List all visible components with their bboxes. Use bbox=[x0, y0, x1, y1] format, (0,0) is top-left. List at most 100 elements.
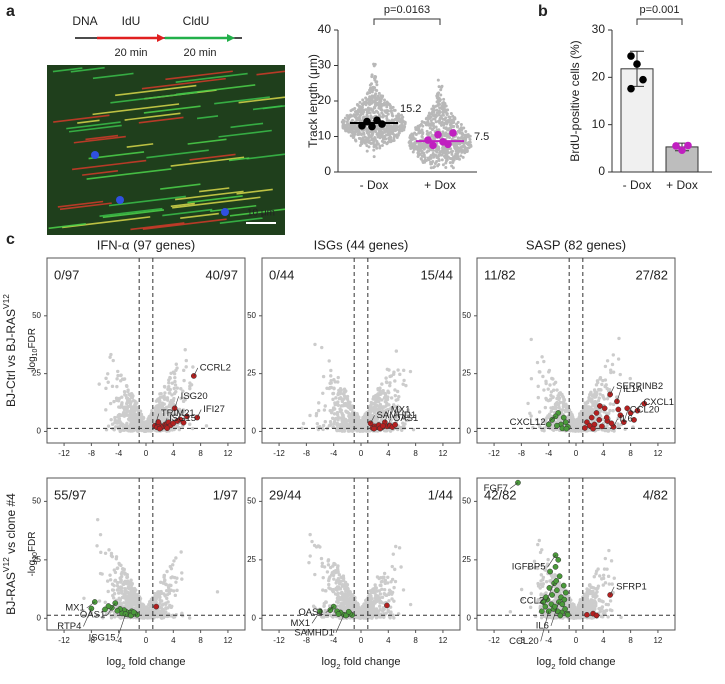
background-gene-dot bbox=[629, 377, 632, 380]
track-dot bbox=[466, 133, 469, 136]
background-gene-dot bbox=[547, 399, 550, 402]
track-dot bbox=[451, 160, 454, 163]
background-gene-dot bbox=[552, 389, 555, 392]
track-dot bbox=[469, 138, 472, 141]
x-tick-label: -4 bbox=[545, 449, 553, 458]
background-gene-dot bbox=[593, 395, 596, 398]
background-gene-dot bbox=[205, 424, 208, 427]
replicate-dot bbox=[449, 129, 457, 137]
background-gene-dot bbox=[324, 420, 327, 423]
background-gene-dot bbox=[538, 410, 541, 413]
background-gene-dot bbox=[107, 590, 110, 593]
track-dot bbox=[424, 156, 427, 159]
track-dot bbox=[426, 149, 429, 152]
background-gene-dot bbox=[180, 571, 183, 574]
gene-label: CXCL12 bbox=[510, 417, 546, 428]
track-dot bbox=[460, 123, 463, 126]
background-gene-dot bbox=[106, 372, 109, 375]
track-dot bbox=[388, 139, 391, 142]
track-dot bbox=[445, 123, 448, 126]
track-dot bbox=[466, 147, 469, 150]
gene-dot bbox=[561, 415, 566, 420]
x-tick-label: 0 bbox=[359, 449, 364, 458]
background-gene-dot bbox=[385, 381, 388, 384]
track-dot bbox=[421, 154, 424, 157]
track-dot bbox=[458, 147, 461, 150]
background-gene-dot bbox=[583, 411, 586, 414]
background-gene-dot bbox=[379, 405, 382, 408]
background-gene-dot bbox=[541, 375, 544, 378]
track-dot bbox=[438, 85, 441, 88]
background-gene-dot bbox=[107, 548, 110, 551]
track-dot bbox=[423, 121, 426, 124]
track-dot bbox=[358, 137, 361, 140]
track-dot bbox=[440, 149, 443, 152]
background-gene-dot bbox=[598, 396, 601, 399]
background-gene-dot bbox=[609, 402, 612, 405]
x-tick-label: 12 bbox=[438, 449, 447, 458]
background-gene-dot bbox=[148, 415, 151, 418]
background-gene-dot bbox=[182, 379, 185, 382]
count-label: 0/97 bbox=[54, 267, 79, 282]
background-gene-dot bbox=[133, 400, 136, 403]
background-gene-dot bbox=[111, 385, 114, 388]
background-gene-dot bbox=[335, 423, 338, 426]
background-gene-dot bbox=[168, 403, 171, 406]
y-tick-label: 50 bbox=[462, 311, 471, 320]
replicate-dot bbox=[368, 123, 376, 131]
track-dot bbox=[367, 111, 370, 114]
track-dot bbox=[385, 115, 388, 118]
track-dot bbox=[372, 87, 375, 90]
background-gene-dot bbox=[544, 406, 547, 409]
background-gene-dot bbox=[329, 379, 332, 382]
background-gene-dot bbox=[113, 568, 116, 571]
background-gene-dot bbox=[155, 408, 158, 411]
track-dot bbox=[402, 128, 405, 131]
track-dot bbox=[442, 98, 445, 101]
track-dot bbox=[365, 108, 368, 111]
background-gene-dot bbox=[144, 422, 147, 425]
track-dot bbox=[451, 115, 454, 118]
arrow-head bbox=[227, 34, 235, 42]
track-dot bbox=[432, 154, 435, 157]
x-tick-label: 0 bbox=[574, 449, 579, 458]
background-gene-dot bbox=[328, 387, 331, 390]
background-gene-dot bbox=[388, 375, 391, 378]
replicate-dot bbox=[378, 120, 386, 128]
row-label: BJ-Ctrl vs BJ-RASV12 bbox=[1, 294, 18, 407]
gene-dot bbox=[371, 426, 376, 431]
gene-label: ISG20 bbox=[181, 391, 208, 402]
panel-label: b bbox=[538, 3, 548, 20]
x-tick-label: -4 bbox=[330, 449, 338, 458]
track-dot bbox=[432, 106, 435, 109]
x-tick-label: - Dox bbox=[360, 178, 389, 192]
track-dot bbox=[381, 135, 384, 138]
background-gene-dot bbox=[318, 425, 321, 428]
background-gene-dot bbox=[395, 349, 398, 352]
background-gene-dot bbox=[122, 414, 125, 417]
track-dot bbox=[374, 92, 377, 95]
track-dot bbox=[461, 145, 464, 148]
track-dot bbox=[421, 136, 424, 139]
track-dot bbox=[375, 83, 378, 86]
background-gene-dot bbox=[118, 413, 121, 416]
background-gene-dot bbox=[598, 392, 601, 395]
track-dot bbox=[357, 133, 360, 136]
background-gene-dot bbox=[595, 391, 598, 394]
track-dot bbox=[438, 159, 441, 162]
background-gene-dot bbox=[334, 396, 337, 399]
background-gene-dot bbox=[373, 403, 376, 406]
x-tick-label: 8 bbox=[628, 449, 633, 458]
background-gene-dot bbox=[112, 596, 115, 599]
track-dot bbox=[396, 125, 399, 128]
track-dot bbox=[360, 133, 363, 136]
background-gene-dot bbox=[158, 392, 161, 395]
background-gene-dot bbox=[386, 368, 389, 371]
track-dot bbox=[369, 107, 372, 110]
track-dot bbox=[446, 129, 449, 132]
track-dot bbox=[364, 139, 367, 142]
track-dot bbox=[450, 112, 453, 115]
background-gene-dot bbox=[395, 398, 398, 401]
background-gene-dot bbox=[120, 401, 123, 404]
track-dot bbox=[342, 123, 345, 126]
